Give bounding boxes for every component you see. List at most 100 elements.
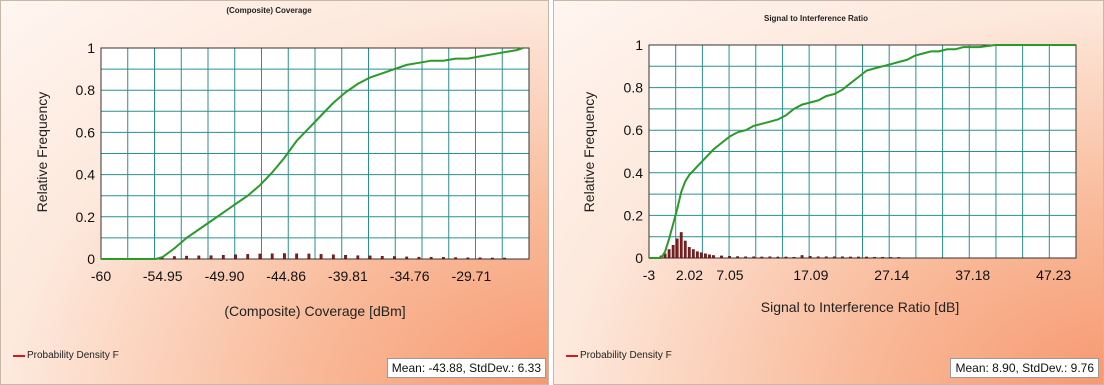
- y-tick-label: 0.8: [76, 82, 96, 98]
- histogram-bar: [832, 256, 836, 259]
- histogram-bar: [258, 253, 262, 260]
- histogram-bar: [503, 257, 506, 260]
- x-tick-label: -60: [91, 268, 111, 284]
- x-tick-label: 47.23: [1036, 267, 1071, 283]
- histogram-bar: [736, 256, 740, 259]
- histogram-bar: [703, 253, 707, 259]
- histogram-bar: [429, 257, 433, 260]
- coverage-chart: (Composite) Coverage Relative Frequency …: [34, 6, 530, 319]
- y-tick-label: 1: [87, 40, 95, 56]
- y-axis-label: Relative Frequency: [34, 92, 50, 213]
- histogram-bar: [671, 245, 675, 259]
- histogram-bar: [865, 256, 868, 259]
- x-tick-label: -34.76: [390, 268, 430, 284]
- histogram-bar: [897, 257, 901, 259]
- y-tick-label: 0.6: [624, 122, 644, 138]
- histogram-bar: [667, 249, 671, 259]
- plot-area: 0 0.2 0.4 0.6 0.8 1 -60 -54.95 -49.90 -44.86 -39.8…: [76, 40, 530, 284]
- y-tick-label: 0: [635, 250, 643, 266]
- x-tick-label: 37.18: [955, 267, 990, 283]
- histogram-bar: [691, 249, 695, 259]
- y-tick-label: 0.4: [624, 165, 644, 181]
- histogram-bar: [172, 256, 176, 260]
- histogram-bar: [478, 257, 482, 260]
- histogram-bar: [695, 251, 699, 259]
- histogram-bar: [849, 256, 852, 259]
- cdf-line: [101, 47, 524, 260]
- histogram-bar: [344, 255, 347, 260]
- histogram-bar: [679, 232, 683, 259]
- histogram-bar: [442, 257, 445, 260]
- histogram-bar: [221, 255, 225, 260]
- histogram-bar: [319, 254, 323, 260]
- histogram-bar: [889, 257, 893, 259]
- histogram-bar: [246, 254, 250, 260]
- legend-label: Probability Density F: [580, 350, 672, 361]
- histogram-bar: [712, 255, 715, 259]
- histogram-bar: [776, 256, 780, 259]
- y-tick-label: 0.2: [76, 209, 96, 225]
- x-tick-label: -54.95: [143, 268, 183, 284]
- histogram-bar: [368, 255, 372, 260]
- histogram-bar: [417, 256, 421, 260]
- y-tick-label: 0.6: [76, 124, 96, 140]
- histogram-bar: [708, 254, 711, 259]
- x-tick-label: 7.05: [716, 267, 743, 283]
- histogram-bar: [744, 256, 748, 259]
- stats-box: Mean: -43.88, StdDev.: 6.33: [386, 358, 546, 378]
- plot-frame: [100, 47, 530, 260]
- histogram-bar: [784, 256, 788, 259]
- legend: Probability Density F: [566, 350, 672, 361]
- histogram-bar: [857, 256, 860, 259]
- histogram-bar: [720, 255, 723, 259]
- x-tick-label: 17.09: [793, 267, 828, 283]
- histogram-bar: [760, 256, 764, 259]
- y-axis-label: Relative Frequency: [581, 92, 597, 213]
- chart-title: Signal to Interference Ratio: [764, 14, 868, 23]
- histogram-bar: [675, 238, 679, 259]
- legend-swatch: [566, 354, 578, 357]
- histogram-bar: [683, 240, 687, 259]
- histogram-bar: [185, 255, 188, 260]
- histogram-bar: [881, 256, 885, 259]
- histogram-bar: [728, 256, 731, 259]
- histogram-bar: [405, 256, 409, 260]
- legend-label: Probability Density F: [27, 350, 119, 361]
- x-tick-label: 27.14: [874, 267, 909, 283]
- histogram-bar: [380, 256, 384, 260]
- y-tick-label: 0.8: [624, 80, 644, 96]
- histogram-bar: [197, 255, 201, 260]
- histogram-bar: [752, 256, 756, 259]
- x-tick-label: -44.86: [266, 268, 306, 284]
- chart-title: (Composite) Coverage: [226, 6, 312, 15]
- histogram-bar: [490, 257, 494, 260]
- x-tick-label: -29.71: [452, 268, 492, 284]
- histogram-bar: [270, 253, 274, 260]
- histogram-bar: [234, 254, 237, 260]
- histogram-bar: [768, 256, 772, 259]
- legend-swatch: [13, 354, 25, 357]
- x-tick-label: -49.90: [205, 268, 245, 284]
- histogram-bar: [356, 255, 360, 260]
- legend: Probability Density F: [13, 350, 119, 361]
- x-tick-label: -3: [643, 267, 656, 283]
- histogram-bar: [331, 254, 335, 260]
- histogram-bar: [393, 256, 396, 260]
- histogram-bar: [699, 252, 703, 259]
- stats-box: Mean: 8.90, StdDev.: 9.76: [950, 358, 1099, 378]
- y-tick-label: 0.2: [624, 207, 644, 223]
- x-axis-label: (Composite) Coverage [dBm]: [224, 303, 405, 319]
- plot-area: 0 0.2 0.4 0.6 0.8 1 -3 2.02 7.05 17.09 27.14 37.18 4…: [624, 37, 1077, 283]
- histogram-bar: [295, 253, 299, 260]
- coverage-chart-panel: (Composite) Coverage Relative Frequency …: [0, 0, 549, 385]
- histogram-bar: [824, 256, 828, 259]
- histogram-bar: [792, 256, 796, 259]
- histogram-bar: [800, 255, 804, 259]
- histogram-bar: [840, 256, 844, 259]
- y-tick-label: 0: [87, 251, 95, 267]
- histogram-bar: [687, 247, 691, 259]
- histogram-bar: [283, 253, 286, 260]
- histogram-bar: [873, 256, 876, 259]
- x-axis-label: Signal to Interference Ratio [dB]: [761, 299, 959, 315]
- histogram-bar: [816, 256, 820, 259]
